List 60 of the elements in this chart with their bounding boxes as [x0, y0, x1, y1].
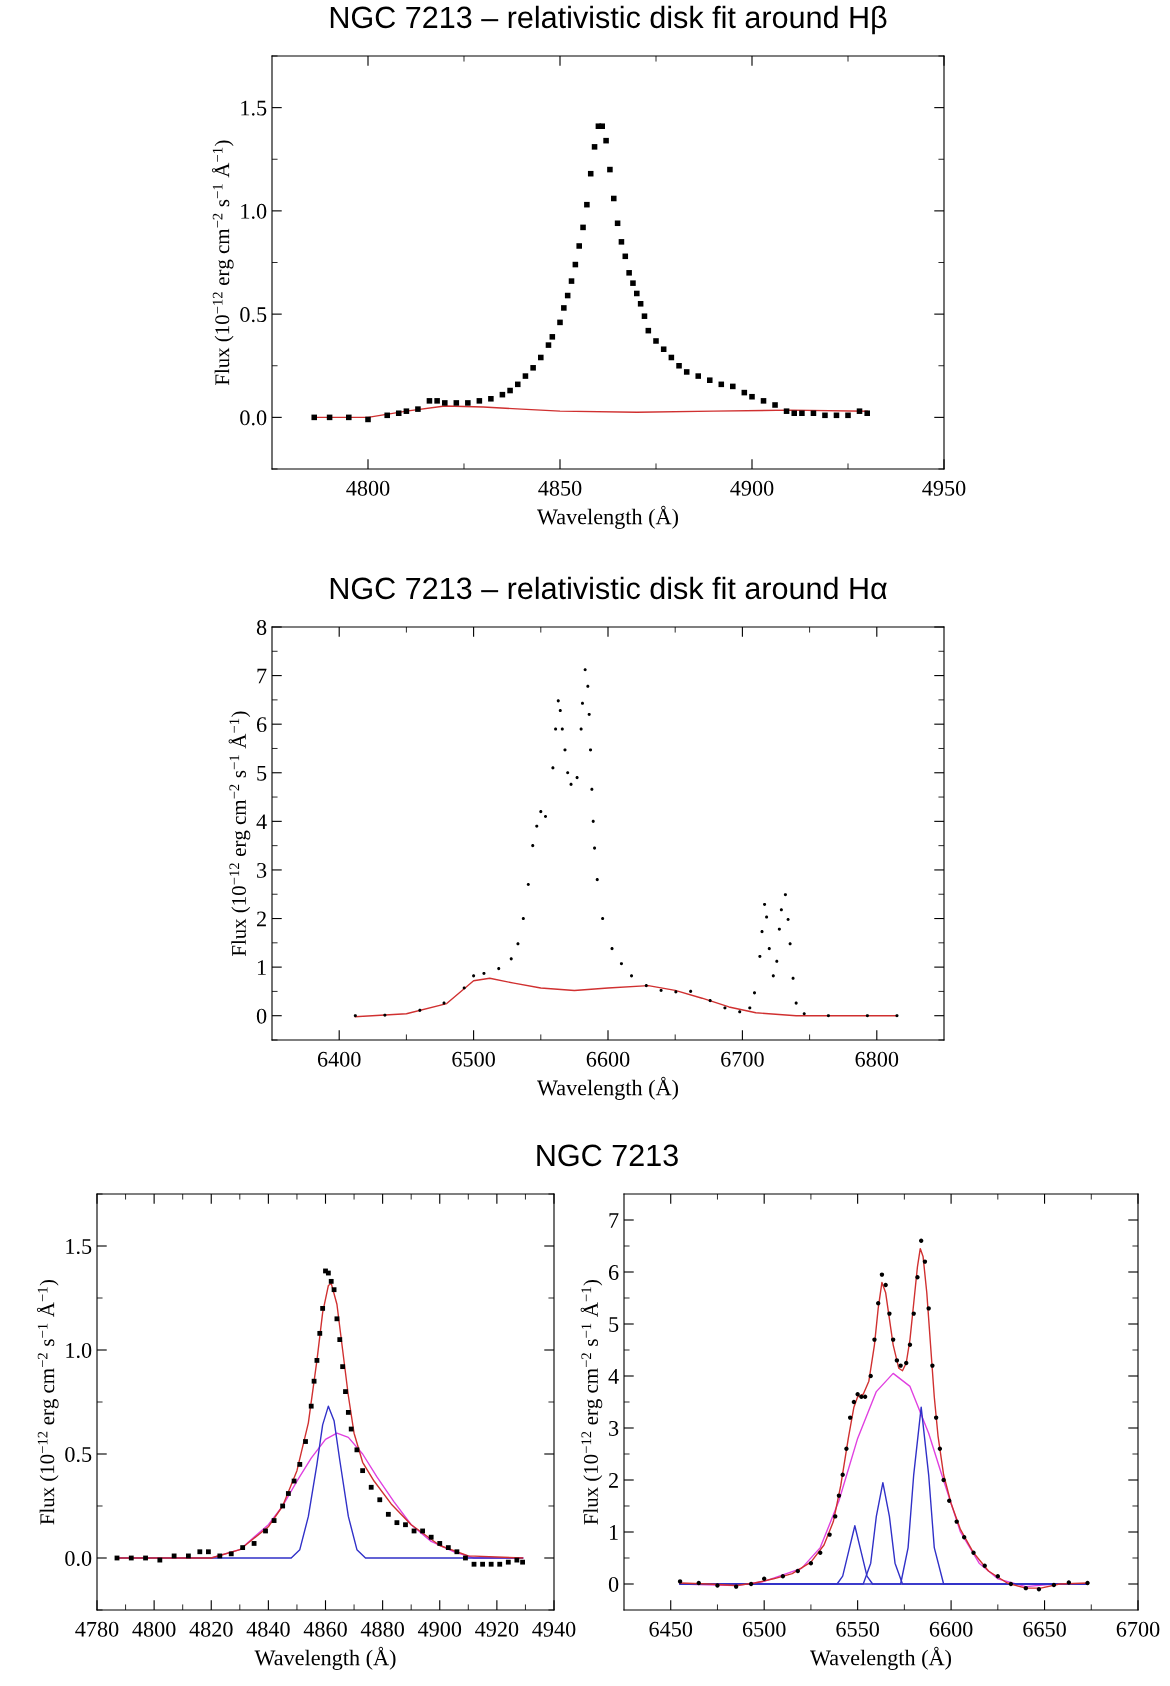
y-tick-label: 1: [609, 1525, 618, 1540]
x-tick-label: 6500: [452, 1051, 495, 1067]
x-tick-label: 4840: [246, 1621, 290, 1637]
x-tick-label: 6600: [929, 1621, 973, 1637]
y-tick-label: 2: [609, 1472, 618, 1488]
text: Flux (10$^{−12}$ erg cm$^{−2}$ s$^{−1}$ Å$^{−1}$): [36, 1279, 59, 1525]
x-axis-title: Wavelength (Å): [254, 1646, 396, 1670]
y-tick-label: 0.5: [65, 1446, 92, 1463]
x-tick-label: 6650: [1023, 1621, 1066, 1637]
x-tick-label: 6600: [586, 1051, 630, 1067]
x-tick-label: 6450: [649, 1621, 693, 1637]
x-tick-label: 4900: [417, 1621, 462, 1637]
y-tick-label: 1.5: [241, 100, 267, 116]
y-tick-label: 1.0: [66, 1342, 92, 1359]
x-tick-label: 6700: [721, 1051, 764, 1067]
y-tick-label: 1.5: [66, 1239, 92, 1255]
y-tick-label: 7: [609, 1213, 619, 1228]
x-tick-label: 6400: [317, 1051, 361, 1067]
x-tick-label: 6700: [1116, 1621, 1160, 1637]
y-tick-label: 0: [256, 1008, 267, 1024]
x-tick-label: 6800: [855, 1051, 899, 1067]
y-tick-label: 0.0: [65, 1550, 92, 1567]
x-tick-label: 4880: [360, 1621, 404, 1637]
x-tick-label: 4900: [730, 480, 774, 496]
x-axis-title: Wavelength (Å): [537, 505, 679, 529]
y-tick-label: 1: [257, 960, 266, 975]
y-tick-label: 6: [608, 1264, 619, 1280]
y-tick-label: 0: [608, 1576, 619, 1592]
y-tick-label: 5: [609, 1317, 619, 1332]
x-tick-label: 4920: [475, 1621, 519, 1637]
x-tick-label: 4820: [189, 1621, 233, 1637]
text: Flux (10$^{−12}$ erg cm$^{−2}$ s$^{−1}$ Å$^{−1}$): [211, 140, 234, 386]
x-tick-label: 4850: [538, 480, 582, 496]
y-tick-label: 3: [609, 1420, 619, 1436]
y-tick-label: 4: [256, 814, 267, 830]
x-tick-label: 4800: [132, 1621, 176, 1637]
y-tick-label: 7: [257, 668, 267, 684]
y-tick-label: 3: [257, 862, 267, 878]
y-tick-label: 2: [257, 911, 266, 927]
x-axis-title: Wavelength (Å): [810, 1646, 952, 1670]
y-tick-label: 6: [256, 717, 267, 733]
chart-title: NGC 7213 – relativistic disk fit around Hα: [330, 576, 887, 600]
text: Flux (10$^{−12}$ erg cm$^{−2}$ s$^{−1}$ Å$^{−1}$): [228, 711, 251, 957]
x-tick-label: 4860: [303, 1621, 347, 1637]
y-tick-label: 0.0: [240, 410, 267, 426]
x-tick-label: 6500: [742, 1621, 786, 1637]
chart-title: NGC 7213: [537, 1144, 678, 1167]
y-tick-label: 4: [608, 1369, 619, 1384]
y-tick-label: 0.5: [240, 307, 267, 323]
y-tick-label: 8: [256, 619, 267, 635]
x-axis-title: Wavelength (Å): [537, 1076, 679, 1100]
y-tick-label: 5: [257, 765, 267, 781]
text: Flux (10$^{−12}$ erg cm$^{−2}$ s$^{−1}$ Å$^{−1}$): [580, 1279, 603, 1525]
x-tick-label: 6550: [836, 1621, 880, 1637]
x-tick-label: 4800: [346, 480, 390, 496]
y-tick-label: 1.0: [241, 203, 267, 219]
x-tick-label: 4780: [75, 1621, 119, 1637]
chart-title: NGC 7213 – relativistic disk fit around Hβ: [330, 5, 887, 35]
x-tick-label: 4950: [922, 480, 966, 496]
x-tick-label: 4940: [532, 1621, 576, 1637]
